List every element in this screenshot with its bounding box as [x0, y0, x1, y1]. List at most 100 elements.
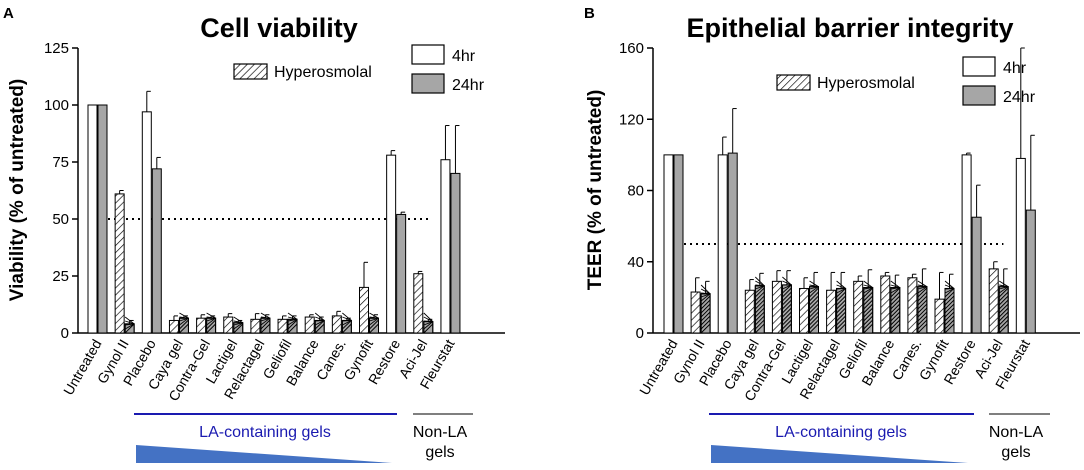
bar-overlay	[864, 288, 873, 333]
hatch-line	[782, 291, 792, 302]
hatch-line	[944, 288, 955, 294]
bar-4hr	[1015, 157, 1026, 334]
hatch-line	[944, 315, 955, 326]
hatch-line	[944, 291, 955, 302]
hatch-line	[890, 311, 901, 322]
hatch-line	[423, 323, 434, 334]
hatch-line	[700, 303, 711, 314]
hatch-line	[836, 303, 846, 314]
panel-a-letter: A	[3, 5, 14, 22]
hatch-line	[998, 291, 1009, 302]
bar-4hr	[196, 317, 207, 334]
hatch-line	[782, 295, 792, 306]
hatch-line	[998, 315, 1009, 326]
hatch-line	[890, 315, 901, 326]
hatch-line	[754, 311, 765, 322]
hatch-line	[890, 287, 901, 294]
hatch-line	[700, 307, 711, 318]
panel-b-legend-24hr-label: 24hr	[1003, 89, 1036, 106]
hatch-line	[754, 319, 765, 330]
hatch-line	[944, 323, 955, 334]
hatch-line	[233, 322, 244, 330]
hatch-line	[754, 299, 765, 310]
hatch-line	[863, 315, 874, 326]
hatch-line	[124, 323, 135, 334]
hatch-line	[754, 295, 765, 306]
hatch-line	[836, 291, 846, 302]
bar-4hr	[250, 318, 261, 334]
bar-4hr	[277, 318, 288, 334]
hatch-line	[782, 284, 792, 290]
panel-b-legend-4hr-label: 4hr	[1003, 60, 1027, 77]
hatch-line	[755, 285, 765, 294]
hatch-line	[917, 323, 928, 334]
hatch-line	[342, 312, 352, 321]
hatch-line	[423, 312, 434, 322]
hatch-line	[369, 319, 379, 330]
bar-24hr	[151, 168, 162, 334]
hatch-line	[809, 299, 819, 310]
hatch-line	[917, 303, 928, 314]
hatch-line	[700, 323, 711, 334]
hatch-line	[917, 311, 928, 322]
bar-4hr	[413, 273, 424, 334]
hatch-line	[206, 323, 216, 334]
bar-4hr	[87, 104, 98, 334]
hatch-line	[754, 323, 765, 334]
bar-4hr	[961, 154, 972, 334]
hatch-line	[890, 319, 901, 330]
y-tick-label: 125	[44, 40, 69, 57]
panel-b-la-label: LA-containing gels	[775, 424, 907, 441]
hatch-line	[836, 323, 846, 334]
y-tick-label: 120	[619, 111, 644, 128]
hatch-line	[809, 303, 819, 314]
hatch-line	[863, 303, 874, 314]
category-label: Untreated	[60, 337, 105, 398]
bar-hatch-24hr	[754, 276, 765, 334]
hatch-line	[836, 319, 846, 330]
panel-a-legend-4hr-swatch	[411, 44, 445, 65]
hatch-line	[782, 311, 792, 322]
hatch-line	[754, 303, 765, 314]
hatch-line	[863, 287, 873, 294]
hatch-line	[917, 315, 928, 326]
hatch-line	[700, 293, 711, 298]
bar-24hr	[1025, 209, 1036, 334]
hatch-line	[836, 288, 846, 294]
hatch-line	[287, 319, 298, 330]
panel-b-nonla-label-2: gels	[1001, 444, 1030, 461]
panel-b-la-wedge	[711, 445, 968, 463]
hatch-line	[809, 295, 819, 306]
hatch-line	[700, 315, 711, 326]
panel-b-bars	[663, 47, 1036, 334]
hatch-line	[782, 319, 792, 330]
hatch-line	[809, 323, 819, 334]
panel-a-nonla-label-1: Non-LA	[413, 424, 468, 441]
hatch-line	[754, 315, 765, 326]
bar-4hr	[690, 291, 701, 334]
y-tick-label: 75	[52, 154, 69, 171]
hatch-line	[700, 299, 711, 310]
hatch-line	[944, 307, 955, 318]
hatch-line	[944, 288, 955, 298]
hatch-line	[809, 311, 819, 322]
panel-a-legend-hyperosmolal-swatch	[233, 63, 268, 80]
hatch-line	[998, 311, 1009, 322]
hatch-line	[998, 299, 1009, 310]
bar-4hr	[880, 275, 891, 334]
hatch-line	[809, 291, 819, 302]
hatch-line	[179, 323, 189, 334]
hatch-line	[342, 323, 352, 334]
bar-4hr	[934, 298, 945, 334]
hatch-line	[314, 323, 325, 334]
hatch-line	[917, 299, 928, 310]
hatch-line	[917, 319, 928, 330]
bar-overlay	[891, 288, 900, 333]
hatch-line	[944, 295, 955, 306]
hatch-line	[917, 291, 928, 302]
panel-b-legend-24hr-swatch	[962, 85, 996, 106]
hatch-line	[260, 319, 271, 330]
hatch-line	[782, 303, 792, 314]
